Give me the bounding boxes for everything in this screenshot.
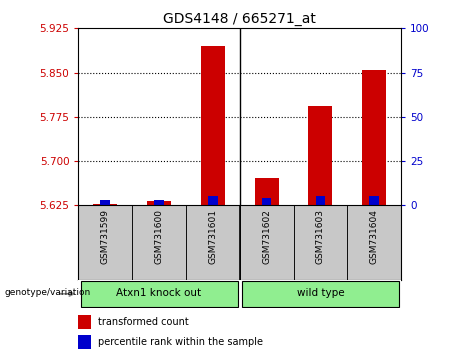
Text: GSM731602: GSM731602 <box>262 209 271 264</box>
Bar <box>369 196 379 205</box>
Text: Atxn1 knock out: Atxn1 knock out <box>117 288 201 298</box>
Bar <box>362 70 386 205</box>
Text: GSM731604: GSM731604 <box>370 209 378 264</box>
FancyBboxPatch shape <box>294 205 347 280</box>
Text: genotype/variation: genotype/variation <box>5 287 91 297</box>
Text: GSM731603: GSM731603 <box>316 209 325 264</box>
Bar <box>100 200 110 205</box>
Bar <box>315 196 325 205</box>
FancyBboxPatch shape <box>347 205 401 280</box>
Title: GDS4148 / 665271_at: GDS4148 / 665271_at <box>163 12 316 26</box>
Bar <box>308 106 332 205</box>
Bar <box>254 178 279 205</box>
FancyBboxPatch shape <box>78 205 132 280</box>
Text: percentile rank within the sample: percentile rank within the sample <box>98 337 263 347</box>
Bar <box>262 198 272 205</box>
Text: transformed count: transformed count <box>98 318 189 327</box>
FancyBboxPatch shape <box>132 205 186 280</box>
Text: wild type: wild type <box>296 288 344 298</box>
Bar <box>93 204 118 205</box>
Bar <box>78 315 91 329</box>
Bar <box>147 201 171 205</box>
FancyBboxPatch shape <box>81 281 237 307</box>
Bar <box>154 200 164 205</box>
Text: GSM731599: GSM731599 <box>101 209 110 264</box>
Bar <box>208 196 218 205</box>
FancyBboxPatch shape <box>240 205 294 280</box>
FancyBboxPatch shape <box>186 205 240 280</box>
Bar <box>201 46 225 205</box>
Text: GSM731601: GSM731601 <box>208 209 217 264</box>
Bar <box>78 335 91 348</box>
Text: GSM731600: GSM731600 <box>154 209 164 264</box>
FancyBboxPatch shape <box>242 281 399 307</box>
